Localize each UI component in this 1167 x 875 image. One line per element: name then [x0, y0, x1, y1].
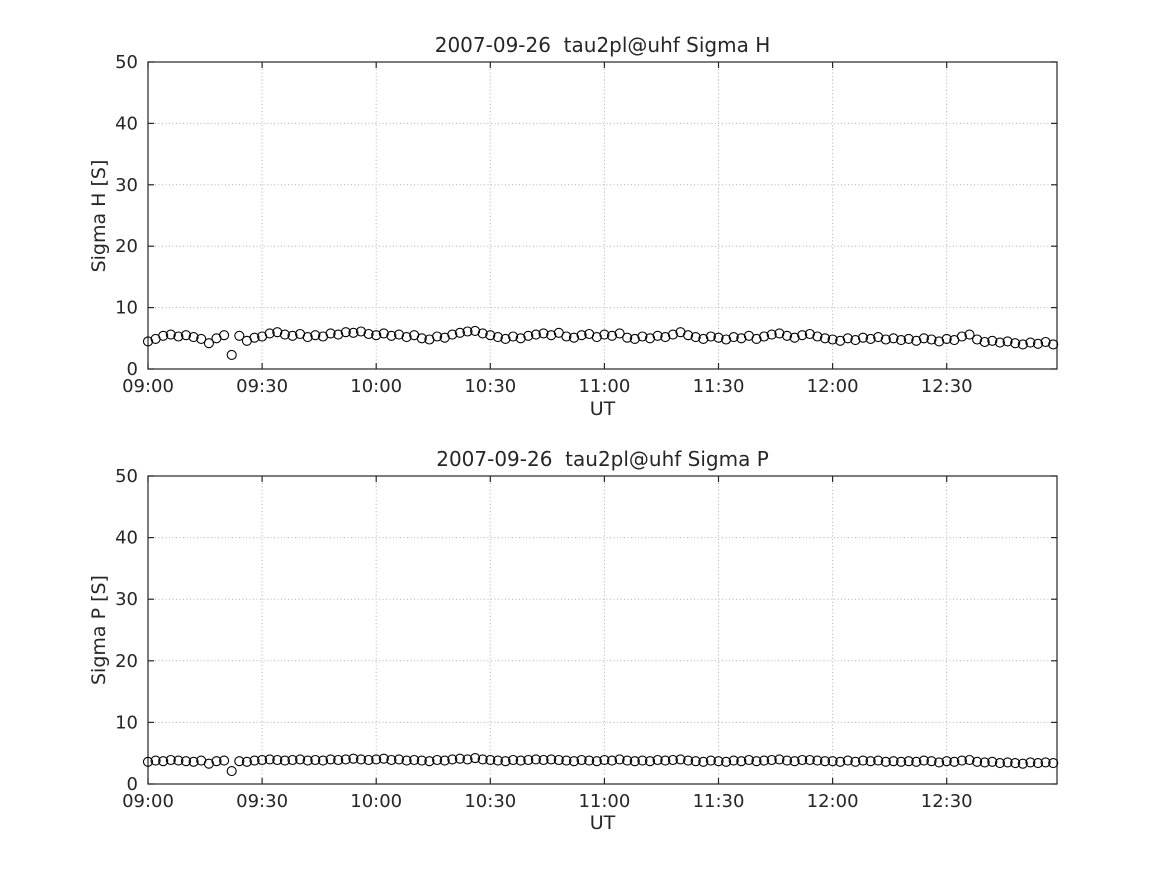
x-tick-label: 11:00 [578, 791, 630, 812]
y-tick-label: 0 [127, 359, 138, 380]
y-tick-labels: 0 10 20 30 40 50 [115, 466, 138, 795]
x-tick-labels: 09:00 09:30 10:00 10:30 11:00 11:30 12:00 12:30 [122, 791, 973, 812]
x-axis-label-ut-bottom: UT [589, 812, 616, 834]
x-tick-label: 12:30 [921, 376, 973, 397]
x-tick-label: 09:30 [236, 791, 288, 812]
sigma-h-scatter: 09:00 09:30 10:00 10:30 11:00 11:30 12:00 12:30… [115, 52, 1059, 397]
x-tick-label: 12:00 [807, 376, 859, 397]
x-axis-label-ut-top: UT [589, 398, 616, 420]
y-tick-label: 0 [127, 774, 138, 795]
x-tick-label: 09:00 [122, 376, 174, 397]
x-tick-label: 09:00 [122, 791, 174, 812]
grid-lines [147, 61, 1057, 370]
x-tick-label: 12:30 [921, 791, 973, 812]
data-points [142, 325, 1059, 360]
y-tick-label: 40 [115, 528, 138, 549]
x-tick-label: 10:00 [350, 376, 402, 397]
y-tick-label: 50 [115, 52, 138, 73]
data-points [142, 753, 1059, 777]
y-tick-label: 30 [115, 589, 138, 610]
y-tick-labels: 0 10 20 30 40 50 [115, 52, 138, 380]
x-tick-labels: 09:00 09:30 10:00 10:30 11:00 11:30 12:00 12:30 [122, 376, 973, 397]
x-tick-label: 09:30 [236, 376, 288, 397]
y-tick-label: 50 [115, 466, 138, 487]
y-tick-label: 10 [115, 298, 138, 319]
axes-box [147, 475, 1058, 785]
y-tick-label: 20 [115, 651, 138, 672]
plot-title-sigma-p: 2007-09-26 tau2pl@uhf Sigma P [436, 447, 769, 471]
x-tick-label: 11:30 [693, 376, 745, 397]
x-tick-label: 10:30 [464, 376, 516, 397]
y-tick-label: 30 [115, 175, 138, 196]
sigma-p-scatter: 09:00 09:30 10:00 10:30 11:00 11:30 12:00 12:30… [115, 466, 1059, 812]
x-tick-label: 11:00 [578, 376, 630, 397]
y-axis-label-sigma-p: Sigma P [S] [88, 575, 110, 685]
axes-box [147, 61, 1058, 370]
y-tick-label: 40 [115, 113, 138, 134]
y-tick-label: 20 [115, 236, 138, 257]
x-tick-label: 12:00 [807, 791, 859, 812]
x-tick-label: 11:30 [693, 791, 745, 812]
x-tick-label: 10:00 [350, 791, 402, 812]
tick-marks [147, 475, 1057, 785]
grid-lines [147, 475, 1057, 785]
y-axis-label-sigma-h: Sigma H [S] [88, 159, 110, 273]
tick-marks [147, 61, 1057, 370]
plot-title-sigma-h: 2007-09-26 tau2pl@uhf Sigma H [434, 33, 771, 57]
x-tick-label: 10:30 [464, 791, 516, 812]
y-tick-label: 10 [115, 712, 138, 733]
